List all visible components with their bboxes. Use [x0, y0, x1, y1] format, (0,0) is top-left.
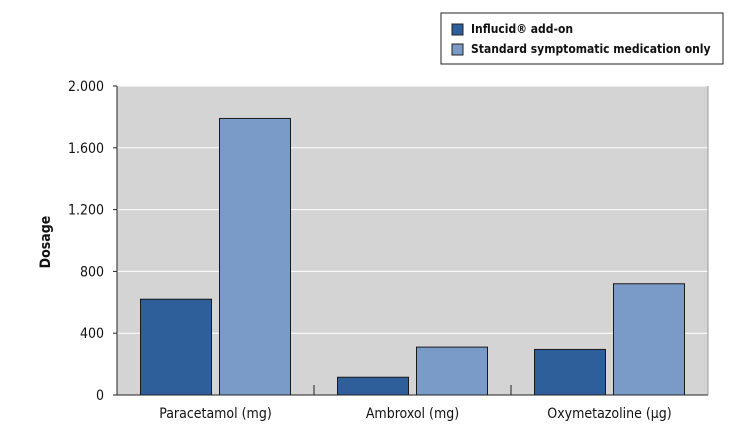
legend-box — [440, 12, 724, 65]
bar-standard — [416, 346, 488, 396]
bar-influcid — [140, 298, 212, 396]
y-tick-label: 400 — [80, 326, 104, 342]
category-label: Oxymetazoline (µg) — [547, 406, 671, 422]
y-tick-labels: 0 400 800 1.200 1.600 2.000 — [68, 79, 104, 404]
y-axis-title: Dosage — [38, 216, 54, 269]
y-tick-label: 0 — [96, 388, 104, 404]
legend: Influcid® add-on Standard symptomatic me… — [440, 12, 724, 65]
bar-influcid — [337, 376, 409, 396]
bar-standard — [219, 117, 291, 396]
y-tick-label: 1.600 — [68, 141, 104, 157]
axes — [113, 85, 709, 396]
gridlines — [117, 85, 708, 334]
legend-swatch-standard — [451, 43, 464, 56]
legend-swatch-influcid — [451, 23, 464, 36]
y-tick-label: 2.000 — [68, 79, 104, 95]
legend-label-influcid: Influcid® add-on — [471, 22, 573, 36]
legend-label-standard: Standard symptomatic medication only — [471, 42, 711, 56]
bar-influcid — [534, 348, 606, 396]
bar-standard — [613, 283, 685, 396]
y-tick-label: 800 — [80, 264, 104, 280]
category-label: Paracetamol (mg) — [159, 406, 271, 422]
category-labels: Paracetamol (mg) Ambroxol (mg) Oxymetazoli… — [159, 406, 671, 422]
plot-area — [117, 86, 708, 395]
bars — [140, 117, 685, 396]
y-tick-label: 1.200 — [68, 203, 104, 219]
category-label: Ambroxol (mg) — [366, 406, 459, 422]
